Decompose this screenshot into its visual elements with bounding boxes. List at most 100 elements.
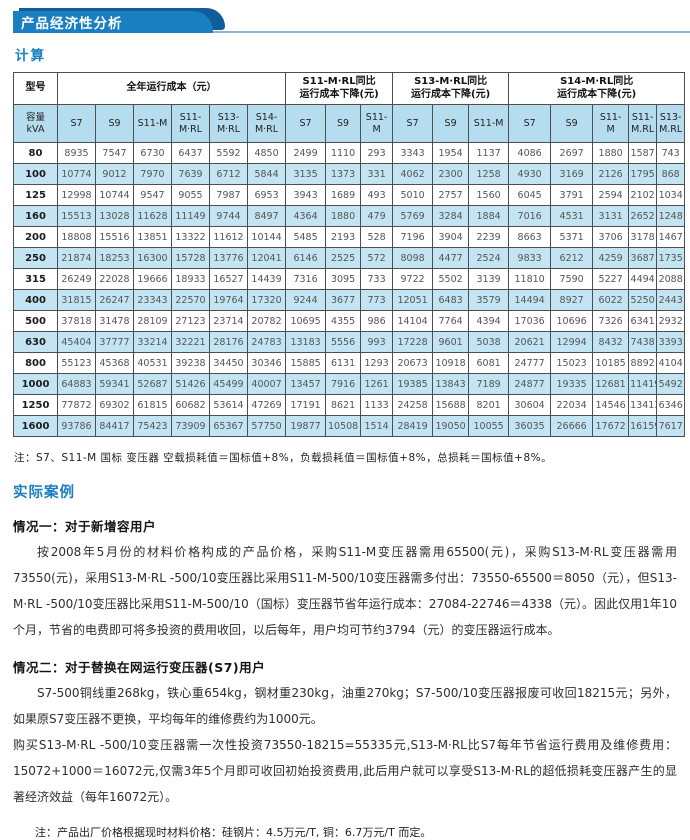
value-cell: 52687 bbox=[133, 373, 172, 395]
value-cell: 27123 bbox=[171, 310, 210, 332]
value-cell: 6437 bbox=[171, 142, 210, 164]
value-cell: 1514 bbox=[360, 415, 394, 437]
value-cell: 3095 bbox=[325, 268, 362, 290]
value-cell: 1137 bbox=[468, 142, 510, 164]
value-cell: 1884 bbox=[468, 205, 510, 227]
value-cell: 30604 bbox=[508, 394, 552, 416]
value-cell: 10696 bbox=[550, 310, 594, 332]
value-cell: 1467 bbox=[656, 226, 686, 248]
table-note: 注：S7、S11-M 国标 变压器 空载损耗值＝国标值+8%，负载损耗值＝国标值… bbox=[14, 452, 553, 464]
value-cell: 13413 bbox=[628, 394, 658, 416]
table-row: 125 12998 10744 9547 9055 7987 6953 3943 1689 493… bbox=[13, 184, 686, 206]
table-row: 80 8935 7547 6730 6437 5592 4850 2499 1110 293 334… bbox=[13, 142, 686, 164]
value-cell: 5492 bbox=[656, 373, 686, 395]
header-capacity: 容量 kVA bbox=[13, 104, 58, 143]
value-cell: 1373 bbox=[325, 163, 362, 185]
value-cell: 1689 bbox=[325, 184, 362, 206]
value-cell: 3131 bbox=[592, 205, 630, 227]
value-cell: 3791 bbox=[550, 184, 594, 206]
value-cell: 7547 bbox=[95, 142, 134, 164]
value-cell: 2652 bbox=[628, 205, 658, 227]
value-cell: 6081 bbox=[468, 352, 510, 374]
value-cell: 34450 bbox=[209, 352, 248, 374]
header-sub-3-4: S13- M.RL bbox=[656, 104, 686, 143]
capacity-cell: 80 bbox=[13, 142, 58, 164]
value-cell: 13843 bbox=[432, 373, 470, 395]
value-cell: 9601 bbox=[432, 331, 470, 353]
header-sub-2-2: S11-M bbox=[468, 104, 510, 143]
case2-body-1: S7-500铜线重268kg，铁心重654kg，钢材重230kg，油重270kg… bbox=[13, 686, 677, 726]
value-cell: 6146 bbox=[285, 247, 327, 269]
value-cell: 40007 bbox=[246, 373, 287, 395]
value-cell: 3135 bbox=[285, 163, 327, 185]
table-row: 500 37818 31478 28109 27123 23714 20782 10695 43… bbox=[13, 310, 686, 332]
header-model: 型号 bbox=[13, 72, 58, 105]
value-cell: 9547 bbox=[133, 184, 172, 206]
value-cell: 15885 bbox=[285, 352, 327, 374]
capacity-cell: 630 bbox=[13, 331, 58, 353]
value-cell: 73909 bbox=[171, 415, 210, 437]
value-cell: 10695 bbox=[285, 310, 327, 332]
value-cell: 2126 bbox=[592, 163, 630, 185]
value-cell: 3706 bbox=[592, 226, 630, 248]
value-cell: 479 bbox=[360, 205, 394, 227]
value-cell: 4259 bbox=[592, 247, 630, 269]
capacity-cell: 500 bbox=[13, 310, 58, 332]
value-cell: 13028 bbox=[95, 205, 134, 227]
value-cell: 2443 bbox=[656, 289, 686, 311]
value-cell: 10918 bbox=[432, 352, 470, 374]
value-cell: 2499 bbox=[285, 142, 327, 164]
value-cell: 6341 bbox=[628, 310, 658, 332]
value-cell: 1293 bbox=[360, 352, 394, 374]
value-cell: 1261 bbox=[360, 373, 394, 395]
value-cell: 743 bbox=[656, 142, 686, 164]
value-cell: 7970 bbox=[133, 163, 172, 185]
capacity-cell: 800 bbox=[13, 352, 58, 374]
value-cell: 2524 bbox=[468, 247, 510, 269]
table-row: 1600 93786 84417 75423 73909 65367 57750 19877 1… bbox=[13, 415, 686, 437]
value-cell: 59341 bbox=[95, 373, 134, 395]
value-cell: 23343 bbox=[133, 289, 172, 311]
value-cell: 3393 bbox=[656, 331, 686, 353]
value-cell: 5010 bbox=[392, 184, 434, 206]
value-cell: 17036 bbox=[508, 310, 552, 332]
value-cell: 5227 bbox=[592, 268, 630, 290]
value-cell: 84417 bbox=[95, 415, 134, 437]
value-cell: 18808 bbox=[57, 226, 96, 248]
value-cell: 64883 bbox=[57, 373, 96, 395]
value-cell: 5250 bbox=[628, 289, 658, 311]
value-cell: 17228 bbox=[392, 331, 434, 353]
value-cell: 51426 bbox=[171, 373, 210, 395]
value-cell: 9244 bbox=[285, 289, 327, 311]
capacity-cell: 100 bbox=[13, 163, 58, 185]
value-cell: 61815 bbox=[133, 394, 172, 416]
value-cell: 4086 bbox=[508, 142, 552, 164]
header-sub-0-1: S9 bbox=[95, 104, 134, 143]
value-cell: 20673 bbox=[392, 352, 434, 374]
value-cell: 4394 bbox=[468, 310, 510, 332]
value-cell: 12051 bbox=[392, 289, 434, 311]
value-cell: 2757 bbox=[432, 184, 470, 206]
value-cell: 7916 bbox=[325, 373, 362, 395]
value-cell: 12041 bbox=[246, 247, 287, 269]
value-cell: 53614 bbox=[209, 394, 248, 416]
value-cell: 3178 bbox=[628, 226, 658, 248]
cost-table-head: 型号 全年运行成本（元） S11-M·RL同比 运行成本下降(元) S13-M·RL同… bbox=[13, 72, 686, 143]
value-cell: 22570 bbox=[171, 289, 210, 311]
header-sub-0-2: S11-M bbox=[133, 104, 172, 143]
header-group-3: S14-M·RL同比 运行成本下降(元) bbox=[508, 72, 686, 105]
value-cell: 13457 bbox=[285, 373, 327, 395]
value-cell: 8935 bbox=[57, 142, 96, 164]
value-cell: 47269 bbox=[246, 394, 287, 416]
table-row: 160 15513 13028 11628 11149 9744 8497 4364 1880 4… bbox=[13, 205, 686, 227]
value-cell: 7196 bbox=[392, 226, 434, 248]
value-cell: 18933 bbox=[171, 268, 210, 290]
value-cell: 40531 bbox=[133, 352, 172, 374]
value-cell: 12681 bbox=[592, 373, 630, 395]
value-cell: 13776 bbox=[209, 247, 248, 269]
value-cell: 986 bbox=[360, 310, 394, 332]
value-cell: 26249 bbox=[57, 268, 96, 290]
value-cell: 9012 bbox=[95, 163, 134, 185]
value-cell: 1034 bbox=[656, 184, 686, 206]
value-cell: 1133 bbox=[360, 394, 394, 416]
